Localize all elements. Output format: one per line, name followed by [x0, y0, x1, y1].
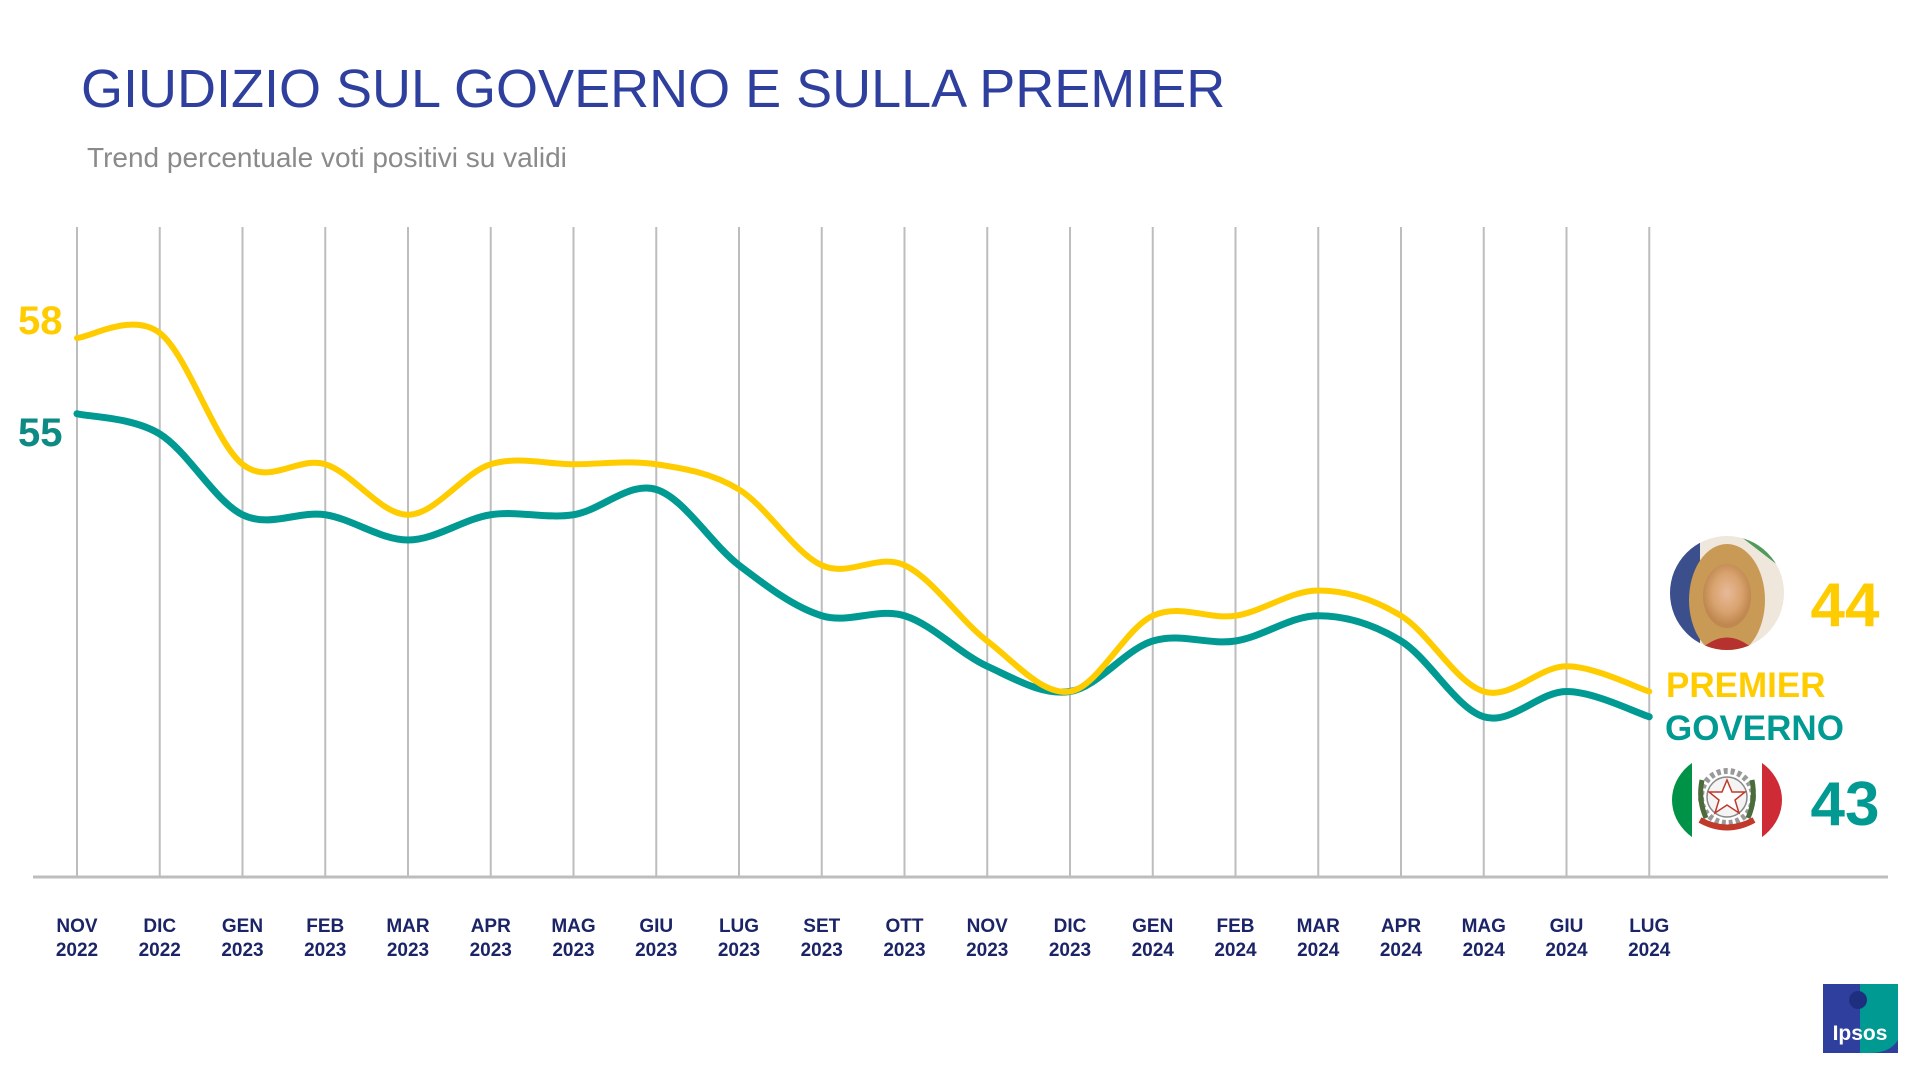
x-tick-year: 2023 — [718, 940, 760, 961]
governo-end-value: 43 — [1811, 770, 1880, 839]
x-tick-year: 2023 — [470, 940, 512, 961]
premier-end-value: 44 — [1811, 571, 1880, 640]
x-tick-month: MAG — [551, 916, 595, 937]
x-tick-year: 2024 — [1380, 940, 1423, 961]
x-tick-month: MAR — [1297, 916, 1341, 937]
x-tick-month: GIU — [1550, 916, 1584, 937]
x-tick-month: DIC — [1054, 916, 1087, 937]
x-tick-month: APR — [471, 916, 511, 937]
x-tick-year: 2022 — [56, 940, 98, 961]
x-tick-month: LUG — [1629, 916, 1669, 937]
ipsos-logo-text: Ipsos — [1833, 1022, 1888, 1045]
x-tick-year: 2023 — [966, 940, 1008, 961]
x-tick-year: 2023 — [883, 940, 925, 961]
chart-subtitle: Trend percentuale voti positivi su valid… — [87, 142, 567, 173]
x-tick-year: 2023 — [552, 940, 594, 961]
x-tick-year: 2023 — [801, 940, 843, 961]
x-tick-year: 2023 — [387, 940, 429, 961]
x-tick-year: 2023 — [304, 940, 346, 961]
x-tick-year: 2023 — [635, 940, 677, 961]
governo-legend-label: GOVERNO — [1665, 709, 1844, 748]
x-tick-month: NOV — [56, 916, 98, 937]
series-line-governo — [73, 410, 1653, 722]
x-tick-year: 2024 — [1297, 940, 1340, 961]
x-tick-year: 2023 — [221, 940, 263, 961]
chart-title: GIUDIZIO SUL GOVERNO E SULLA PREMIER — [81, 59, 1225, 119]
italian-emblem-icon — [1672, 752, 1782, 848]
x-tick-month: FEB — [1217, 916, 1255, 937]
x-tick-month: MAG — [1462, 916, 1506, 937]
x-tick-year: 2024 — [1463, 940, 1506, 961]
x-tick-year: 2024 — [1628, 940, 1671, 961]
premier-photo-icon — [1670, 536, 1784, 650]
series-lines — [73, 321, 1653, 722]
governo-start-label: 55 — [18, 411, 63, 455]
ipsos-logo: Ipsos — [1823, 984, 1898, 1053]
x-tick-month: MAR — [386, 916, 430, 937]
x-tick-year: 2024 — [1132, 940, 1175, 961]
x-tick-month: DIC — [143, 916, 176, 937]
premier-start-label: 58 — [18, 299, 63, 343]
x-tick-month: APR — [1381, 916, 1421, 937]
x-tick-labels: NOV 2022 DIC 2022 GEN 2023 FEB 2023 MAR 2023 APR 20… — [56, 916, 1671, 961]
x-tick-month: OTT — [886, 916, 924, 937]
x-tick-month: GEN — [1132, 916, 1173, 937]
x-tick-month: SET — [803, 916, 840, 937]
series-line-premier — [74, 321, 1653, 696]
x-tick-year: 2022 — [139, 940, 181, 961]
x-tick-month: NOV — [967, 916, 1009, 937]
x-tick-month: LUG — [719, 916, 759, 937]
x-tick-year: 2024 — [1545, 940, 1588, 961]
x-tick-month: GEN — [222, 916, 263, 937]
premier-legend-label: PREMIER — [1666, 666, 1825, 705]
x-tick-year: 2023 — [1049, 940, 1091, 961]
x-tick-month: FEB — [306, 916, 344, 937]
x-tick-year: 2024 — [1214, 940, 1257, 961]
x-tick-month: GIU — [639, 916, 673, 937]
gridlines — [76, 227, 1651, 877]
